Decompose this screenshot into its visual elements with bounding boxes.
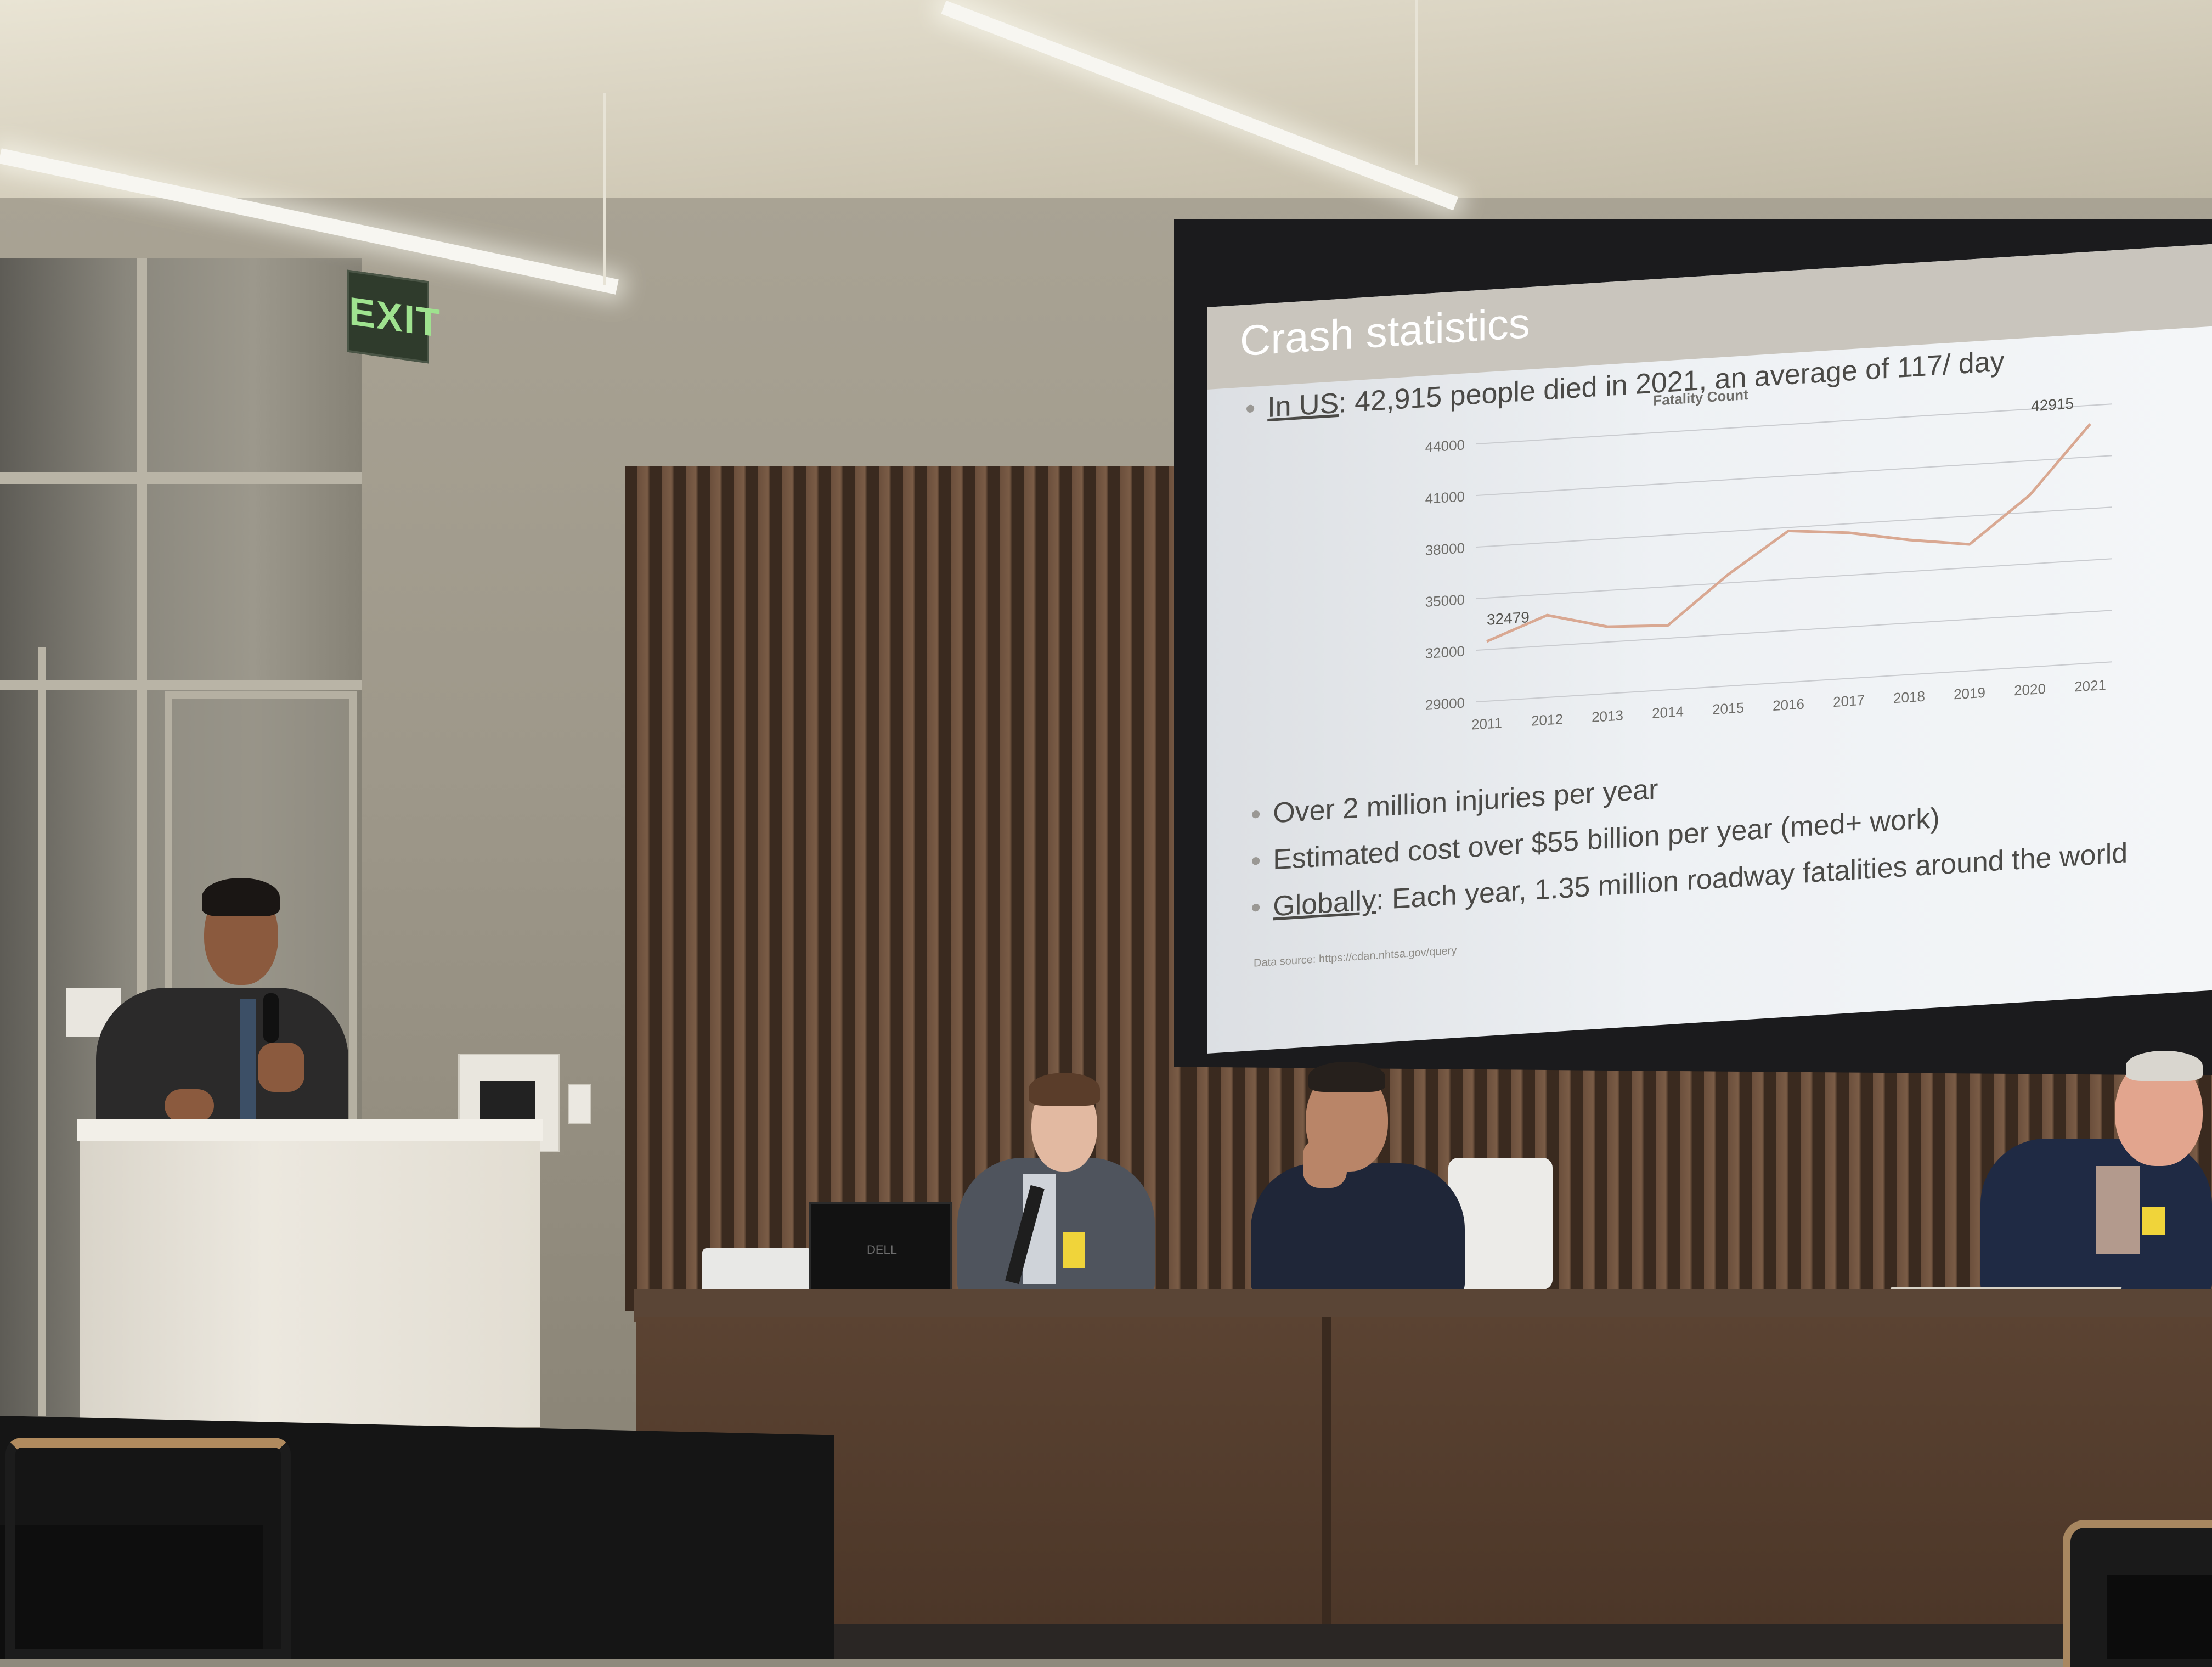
- chart-gridline: [1476, 610, 2112, 651]
- window-mullion: [0, 472, 362, 484]
- speaker-lanyard: [240, 999, 256, 1119]
- speaker-hand: [258, 1043, 304, 1092]
- control-panel-screen: [480, 1081, 535, 1119]
- panelist-jacket: [957, 1158, 1155, 1295]
- chart-y-tick-label: 32000: [1425, 643, 1465, 662]
- chart-data-label: 42915: [2031, 395, 2074, 415]
- chart-y-tick-label: 38000: [1425, 539, 1465, 559]
- laptop-logo: DELL: [867, 1243, 898, 1257]
- bullet-underlined: In US: [1267, 387, 1339, 424]
- exit-sign: EXIT: [347, 269, 441, 364]
- chart-x-tick-label: 2018: [1893, 688, 1925, 707]
- chart-y-axis: 29000 32000 35000 38000 41000 44000: [1425, 436, 1465, 713]
- chart-data-label: 32479: [1487, 609, 1530, 628]
- panelist-hair: [1308, 1062, 1385, 1092]
- chair: [1448, 1158, 1553, 1289]
- chart-gridline: [1476, 506, 2112, 548]
- chart-x-tick-label: 2020: [2014, 680, 2046, 699]
- table-divider: [1322, 1317, 1331, 1659]
- chart-x-tick-label: 2015: [1712, 699, 1744, 718]
- podium-top: [77, 1119, 543, 1141]
- name-badge: [1063, 1232, 1085, 1268]
- panelist-hair: [1029, 1073, 1100, 1106]
- light-cable: [603, 93, 606, 285]
- presentation-slide: Crash statistics • In US: 42,915 people d…: [1207, 244, 2212, 1054]
- panelist-hand: [1303, 1139, 1347, 1188]
- chart-y-tick-label: 44000: [1425, 436, 1465, 455]
- light-switch: [568, 1084, 591, 1124]
- fatality-line-chart: Fatality Count 29000 32000 35000 38000 41000…: [1425, 386, 2112, 733]
- chart-gridline: [1476, 661, 2112, 703]
- panel-table: [636, 1317, 2212, 1659]
- chart-gridline: [1476, 455, 2112, 497]
- laptop: [809, 1202, 952, 1295]
- light-cable: [1415, 0, 1418, 165]
- panelist-jacket: [1251, 1163, 1465, 1295]
- floor: [636, 1624, 2212, 1659]
- foreground-table: [2107, 1575, 2212, 1659]
- data-source-note: Data source: https://cdan.nhtsa.gov/quer…: [1254, 944, 1457, 970]
- chart-gridline: [1476, 558, 2112, 600]
- foreground-chair: [5, 1438, 291, 1659]
- bullet-underlined: Globally: [1273, 884, 1376, 923]
- speaker-hair: [202, 878, 280, 916]
- chart-x-axis: 2011 2012 2013 2014 2015 2016 2017 2018 2019 2020…: [1471, 677, 2106, 733]
- chart-x-tick-label: 2021: [2074, 677, 2106, 695]
- chart-y-tick-label: 35000: [1425, 591, 1465, 610]
- panelist-shirt: [2096, 1166, 2140, 1254]
- chart-y-tick-label: 41000: [1425, 488, 1465, 507]
- podium: [80, 1119, 540, 1427]
- chart-x-tick-label: 2013: [1592, 707, 1623, 725]
- chart-x-tick-label: 2011: [1471, 714, 1502, 733]
- chart-x-tick-label: 2014: [1652, 703, 1684, 722]
- chart-x-tick-label: 2016: [1773, 696, 1804, 714]
- window-mullion: [0, 680, 362, 690]
- panelist-hair: [2126, 1051, 2203, 1081]
- chart-y-tick-label: 29000: [1425, 694, 1465, 713]
- window-mullion: [38, 647, 46, 1416]
- speaker-hand: [165, 1089, 214, 1122]
- chart-x-tick-label: 2017: [1833, 692, 1865, 711]
- chart-series-line: [1486, 423, 2091, 643]
- chart-annotations: 32479 42915: [1487, 395, 2074, 628]
- chart-gridline: [1476, 403, 2112, 445]
- microphone: [263, 993, 279, 1043]
- foreground-table: [0, 1525, 263, 1659]
- chart-x-tick-label: 2019: [1954, 684, 1985, 703]
- chart-grid: [1476, 403, 2112, 703]
- name-badge: [2142, 1207, 2165, 1235]
- chart-x-tick-label: 2012: [1531, 711, 1563, 729]
- chart-title: Fatality Count: [1653, 386, 1748, 409]
